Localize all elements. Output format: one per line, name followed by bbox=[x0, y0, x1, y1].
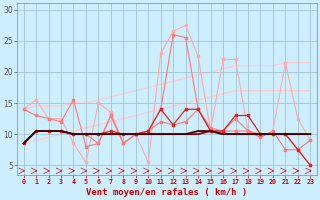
X-axis label: Vent moyen/en rafales ( km/h ): Vent moyen/en rafales ( km/h ) bbox=[86, 188, 248, 197]
